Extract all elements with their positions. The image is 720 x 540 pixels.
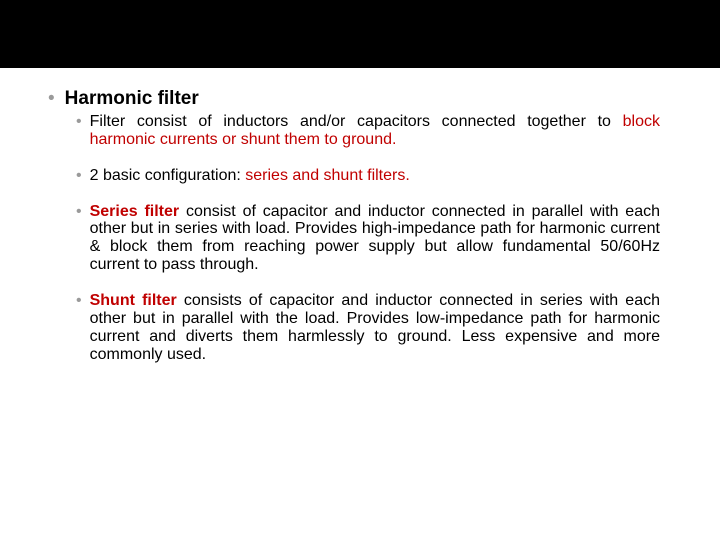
bullet-icon: • [48,88,55,111]
bullet-icon: • [76,113,82,149]
bullet-icon: • [76,167,82,185]
run-boldred: Series filter [90,203,180,220]
bullet-text: 2 basic configuration: series and shunt … [90,167,660,185]
run-plain: Filter consist of inductors and/or capac… [90,113,623,130]
bullet-icon: • [76,203,82,275]
heading-row: • Harmonic filter [48,88,680,111]
run-boldred: Shunt filter [90,292,177,309]
bullet-item-4: • Shunt filter consists of capacitor and… [76,292,660,364]
bullet-text: Series filter consist of capacitor and i… [90,203,660,275]
bullet-item-3: • Series filter consist of capacitor and… [76,203,660,275]
top-band [0,0,720,68]
bullet-text: Shunt filter consists of capacitor and i… [90,292,660,364]
run-red: series and shunt filters. [245,167,410,184]
run-plain: 2 basic configuration: [90,167,246,184]
heading-text: Harmonic filter [65,88,199,111]
heading-bold: Harmonic filter [65,88,199,109]
bullet-item-1: • Filter consist of inductors and/or cap… [76,113,660,149]
bullet-item-2: • 2 basic configuration: series and shun… [76,167,660,185]
slide: • Harmonic filter • Filter consist of in… [0,0,720,540]
bullet-text: Filter consist of inductors and/or capac… [90,113,660,149]
bullet-icon: • [76,292,82,364]
